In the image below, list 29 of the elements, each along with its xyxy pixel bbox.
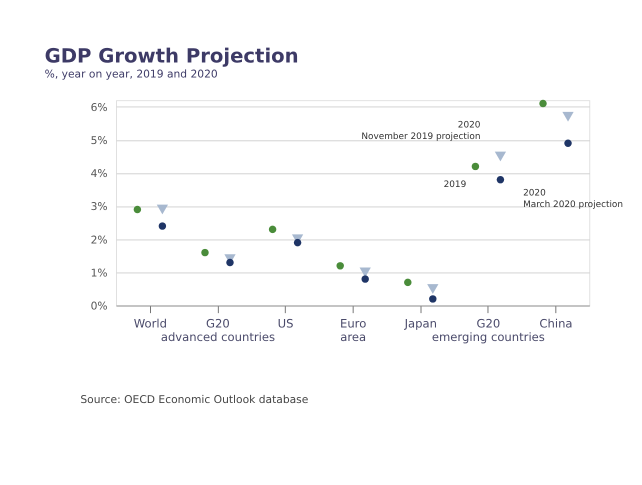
point bbox=[496, 176, 504, 184]
annotation: 2020 November 2019 projection bbox=[361, 120, 481, 142]
point bbox=[158, 222, 166, 230]
point bbox=[156, 204, 168, 214]
x-tick-label: World bbox=[134, 316, 167, 330]
annotation: 2019 bbox=[444, 180, 467, 190]
point bbox=[361, 275, 369, 283]
y-tick-label: 6% bbox=[90, 100, 108, 114]
point bbox=[429, 295, 437, 303]
source-note: Source: OECD Economic Outlook database bbox=[80, 392, 309, 406]
y-tick-label: 5% bbox=[90, 134, 108, 147]
point bbox=[562, 112, 574, 122]
annotation: 2020 March 2020 projection bbox=[523, 188, 624, 210]
y-tick-label: 4% bbox=[90, 167, 108, 180]
point bbox=[294, 238, 302, 246]
y-tick-label: 1% bbox=[90, 266, 108, 280]
chart-subtitle: %, year on year, 2019 and 2020 bbox=[44, 67, 218, 80]
point bbox=[226, 258, 234, 266]
y-tick-label: 3% bbox=[90, 200, 108, 214]
x-tick-label: US bbox=[278, 316, 294, 330]
x-tick-label: Japan bbox=[404, 316, 437, 330]
point bbox=[427, 284, 438, 294]
x-tick-label: China bbox=[539, 316, 573, 330]
point bbox=[564, 140, 572, 147]
y-tick-label: 0% bbox=[90, 300, 108, 313]
x-tick-label: Euro area bbox=[340, 316, 366, 344]
chart-title: GDP Growth Projection bbox=[44, 44, 299, 68]
y-tick-label: 2% bbox=[90, 233, 108, 246]
point bbox=[494, 152, 506, 162]
